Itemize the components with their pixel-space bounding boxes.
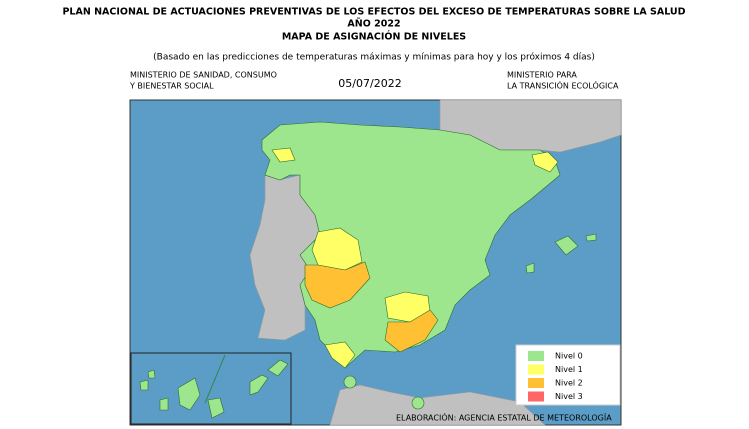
island (267, 359, 289, 377)
island (525, 262, 535, 274)
island (554, 235, 579, 256)
island (249, 374, 269, 396)
legend-label: Nivel 3 (555, 392, 583, 401)
inset-divider (204, 354, 226, 404)
island (147, 369, 156, 379)
island (177, 377, 201, 411)
island (139, 379, 149, 391)
legend-swatch (528, 391, 544, 402)
ceuta (343, 375, 357, 389)
region-level-1 (531, 151, 559, 173)
region-level-2 (304, 261, 371, 309)
title-line: MAPA DE ASIGNACIÓN DE NIVELES (282, 31, 466, 43)
title-line: AÑO 2022 (347, 19, 400, 30)
region-level-1 (324, 341, 356, 369)
legend-label: Nivel 2 (555, 379, 583, 388)
footer: ELABORACIÓN: AGENCIA ESTATAL DE METEOROL… (396, 412, 612, 423)
legend-swatch (528, 378, 544, 388)
region-level-1 (311, 227, 363, 271)
title-line: PLAN NACIONAL DE ACTUACIONES PREVENTIVAS… (62, 7, 685, 18)
ministry: LA TRANSICIÓN ECOLÓGICA (507, 80, 619, 91)
island (207, 397, 225, 419)
region-level-1 (271, 147, 296, 163)
legend-label: Nivel 1 (555, 365, 583, 374)
region-level-2 (384, 309, 439, 353)
island (585, 233, 597, 242)
ministry: MINISTERIO PARA (507, 71, 577, 80)
legend-label: Nivel 0 (555, 352, 583, 361)
ministry: Y BIENESTAR SOCIAL (129, 82, 214, 91)
canary-inset (130, 352, 292, 425)
melilla (411, 396, 425, 410)
map (129, 99, 622, 426)
ministry: MINISTERIO DE SANIDAD, CONSUMO (130, 71, 277, 80)
island (159, 397, 169, 411)
legend: Nivel 0 Nivel 1 Nivel 2 Nivel 3 (528, 351, 583, 402)
legend-swatch (528, 351, 544, 361)
legend-swatch (528, 364, 544, 375)
date: 05/07/2022 (338, 77, 401, 90)
subtitle: (Basado en las predicciones de temperatu… (153, 52, 595, 63)
